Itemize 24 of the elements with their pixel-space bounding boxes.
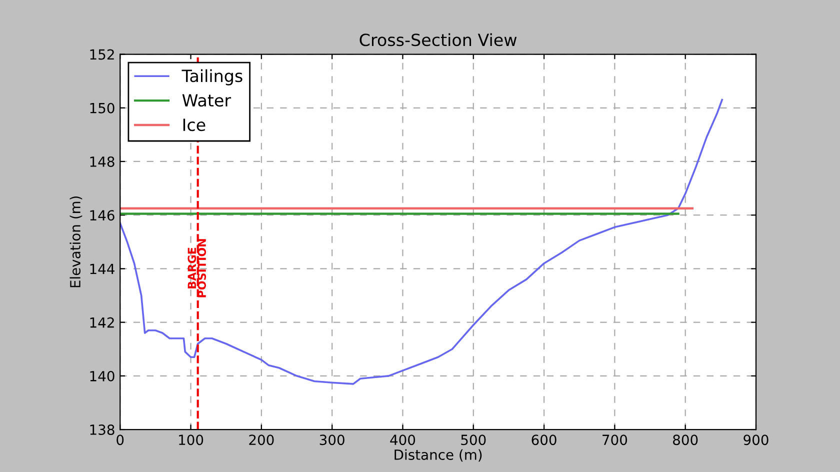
y-tick-label: 150 [90, 102, 114, 114]
x-tick-label: 100 [179, 434, 204, 446]
y-tick-label: 146 [90, 210, 114, 221]
x-tick-label: 800 [673, 434, 698, 446]
x-tick-label: 700 [602, 434, 628, 446]
x-tick-label: 300 [320, 434, 344, 446]
x-tick-label: 500 [461, 434, 486, 446]
x-axis-title: Distance (m) [394, 449, 482, 462]
legend-label: Ice [183, 118, 206, 132]
x-tick-label: 400 [390, 434, 416, 446]
x-tick-label: 0 [116, 434, 124, 446]
x-tick-label: 200 [249, 434, 274, 446]
x-tick-label: 600 [532, 434, 556, 446]
y-tick-label: 148 [90, 156, 114, 167]
legend-label: Water [182, 94, 232, 107]
y-tick-label: 138 [90, 424, 114, 435]
y-axis-title: Elevation (m) [70, 196, 82, 288]
x-tick-label: 900 [744, 434, 768, 446]
y-tick-label: 140 [90, 370, 114, 382]
y-tick-label: 152 [90, 49, 114, 60]
chart-title: Cross-Section View [360, 33, 517, 46]
y-tick-label: 144 [90, 264, 114, 274]
legend-label: Tailings [182, 69, 242, 86]
y-tick-label: 142 [90, 317, 114, 328]
